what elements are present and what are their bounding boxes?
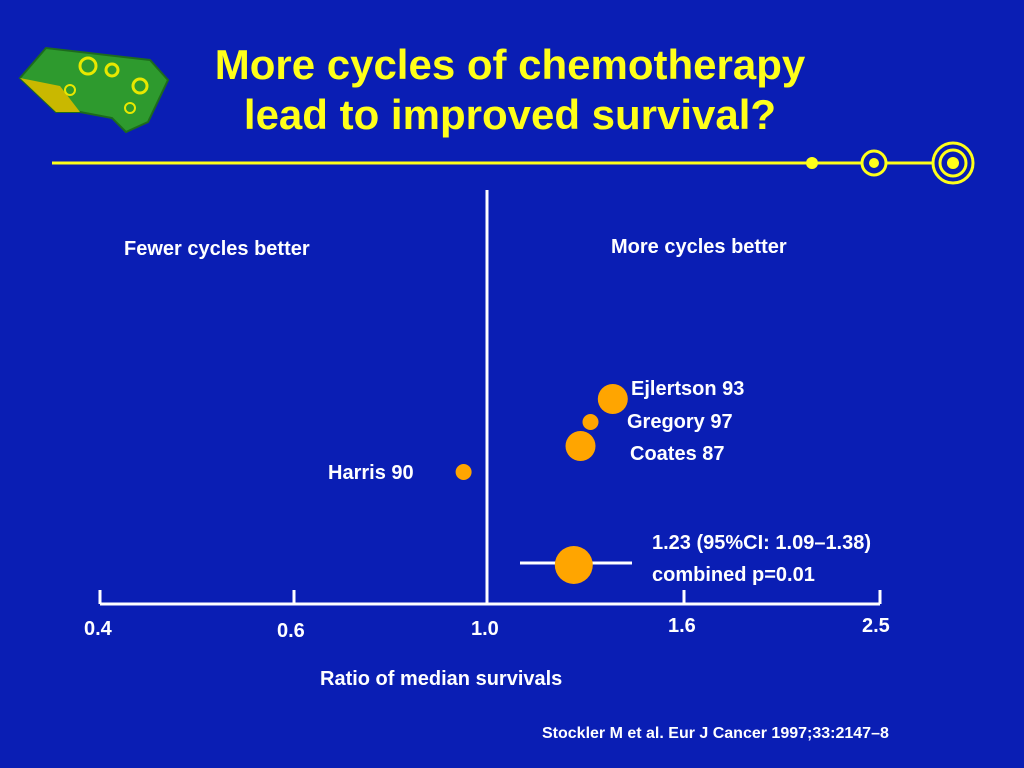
combined-p-label: combined p=0.01 bbox=[652, 564, 815, 586]
study-label-coates: Coates 87 bbox=[630, 443, 725, 465]
title-line-1: More cycles of chemotherapy bbox=[214, 41, 806, 88]
title-rule bbox=[52, 141, 975, 185]
x-tick-label: 0.6 bbox=[277, 620, 305, 642]
dot-icon bbox=[806, 157, 818, 169]
citation: Stockler M et al. Eur J Cancer 1997;33:2… bbox=[542, 725, 889, 742]
study-label-ejlertson: Ejlertson 93 bbox=[631, 378, 745, 400]
x-tick-label: 0.4 bbox=[84, 618, 112, 640]
study-marker-harris bbox=[455, 464, 472, 480]
study-label-gregory: Gregory 97 bbox=[627, 411, 733, 433]
combined-estimate-label: 1.23 (95%CI: 1.09–1.38) bbox=[652, 532, 872, 554]
study-marker-coates bbox=[565, 431, 596, 461]
green-logo-icon bbox=[18, 46, 170, 134]
forest-plot bbox=[98, 190, 882, 606]
x-tick-label: 2.5 bbox=[862, 615, 890, 637]
x-tick-label: 1.0 bbox=[471, 618, 499, 640]
slide-title: More cycles of chemotherapy lead to impr… bbox=[150, 40, 870, 140]
study-marker-ejlertson bbox=[597, 384, 628, 414]
study-label-harris: Harris 90 bbox=[328, 462, 414, 484]
x-axis-label: Ratio of median survivals bbox=[320, 668, 563, 690]
x-tick-label: 1.6 bbox=[668, 615, 696, 637]
combined-marker bbox=[554, 546, 593, 584]
study-marker-gregory bbox=[582, 414, 599, 430]
left-region-label: Fewer cycles better bbox=[124, 238, 310, 260]
title-line-2: lead to improved survival? bbox=[243, 91, 777, 138]
right-region-label: More cycles better bbox=[611, 236, 787, 258]
